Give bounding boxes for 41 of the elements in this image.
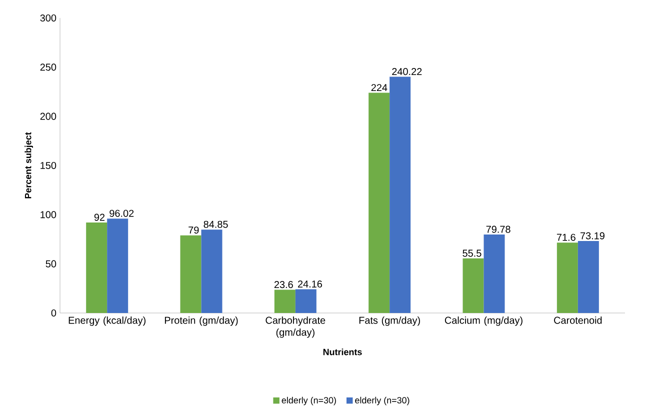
x-axis-title: Nutrients [323,348,362,356]
y-tick-label: 150 [40,162,56,170]
bar [86,222,108,313]
y-tick-label: 300 [40,14,56,22]
y-tick-label: 250 [40,64,56,71]
data-label: 73.19 [580,232,604,240]
data-label: 79 [188,226,199,234]
data-label: 23.6 [274,281,293,288]
bar [390,76,411,313]
y-tick-label: 50 [46,260,56,268]
x-tick-label: Protein (gm/day) [164,316,238,326]
x-tick-label: Carotenoid [554,316,602,324]
y-axis-title: Percent subject [24,132,34,198]
bar [274,290,296,313]
data-label: 84.85 [204,220,228,228]
bar [462,258,484,313]
y-tick-label: 0 [51,309,56,317]
y-tick-label: 100 [40,211,56,218]
bar [578,241,599,313]
data-label: 71.6 [556,234,576,241]
bar [484,234,505,313]
x-tick-label: Calcium (mg/day) [444,316,522,326]
data-label: 79.78 [486,226,510,233]
data-label: 92 [94,214,105,221]
x-tick-label: Carbohydrate (gm/day) [266,316,326,338]
data-label: 24.16 [298,280,322,288]
bar [295,289,316,313]
bar [180,235,202,313]
data-label: 224 [371,84,388,92]
y-tick-label: 200 [40,112,56,120]
bar [201,230,222,313]
data-label: 240.22 [392,68,422,76]
bar [556,242,578,313]
legend-label: elderly (n=30) [282,396,336,406]
x-tick-label: Energy (kcal/day) [68,316,146,326]
data-label: 55.5 [462,250,482,257]
data-label: 96.02 [110,210,134,217]
bar [107,218,128,313]
x-tick-label: Fats (gm/day) [359,316,420,326]
legend-label: elderly (n=30) [355,396,410,406]
bar [368,92,390,313]
